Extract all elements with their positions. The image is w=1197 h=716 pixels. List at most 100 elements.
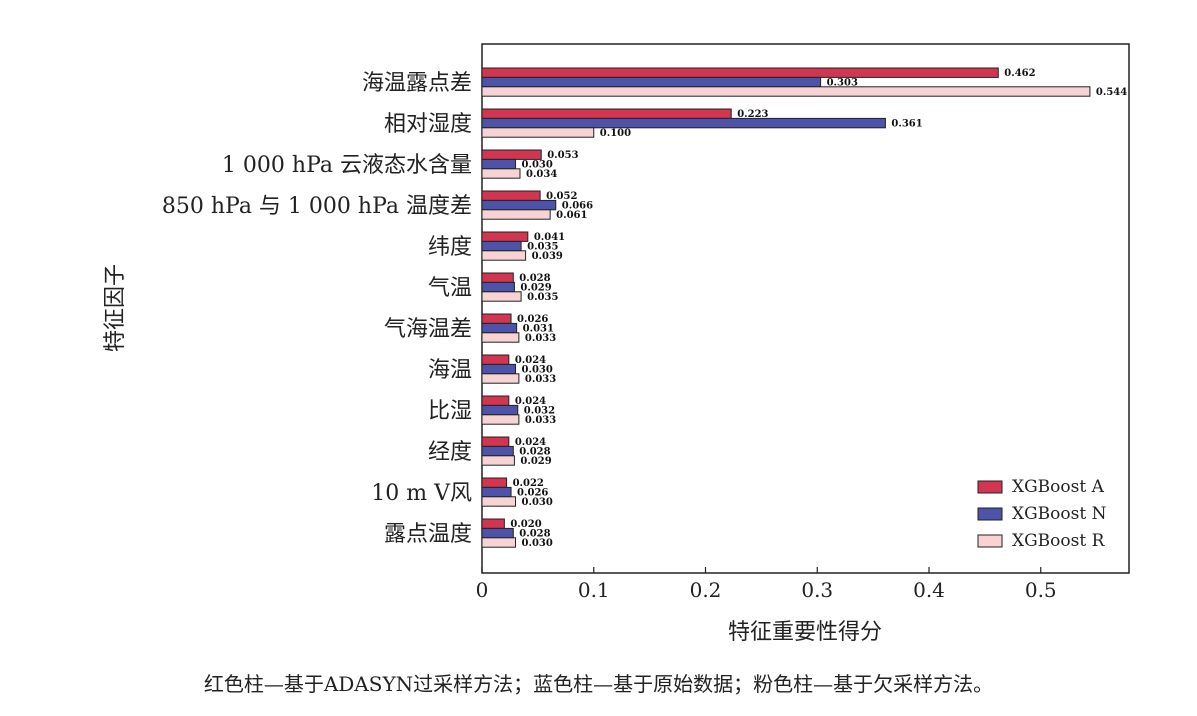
bars-layer bbox=[481, 67, 1091, 548]
legend-label: XGBoost A bbox=[1012, 477, 1105, 497]
figure-caption: 红色柱—基于ADASYN过采样方法；蓝色柱—基于原始数据；粉色柱—基于欠采样方法… bbox=[203, 672, 994, 696]
data-label: 0.033 bbox=[525, 374, 556, 385]
bar-xgboost-n-8 bbox=[481, 404, 519, 416]
bar-xgboost-a-7 bbox=[481, 354, 510, 365]
x-tick-label: 0.2 bbox=[690, 578, 722, 602]
x-tick-label: 0.4 bbox=[913, 578, 945, 602]
data-label: 0.022 bbox=[513, 478, 544, 489]
category-label: 海温露点差 bbox=[362, 71, 472, 96]
x-axis-ticks-layer: 0 0.1 0.2 0.3 0.4 0.5 bbox=[476, 567, 1057, 602]
category-label: 1 000 hPa 云液态水含量 bbox=[222, 153, 472, 178]
category-label: 10 m V风 bbox=[371, 481, 472, 506]
bar-xgboost-r-9 bbox=[481, 455, 515, 466]
category-label: 气温 bbox=[428, 276, 472, 301]
bar-xgboost-a-4 bbox=[481, 231, 529, 242]
bar-xgboost-a-3 bbox=[481, 190, 541, 201]
bar-xgboost-a-0 bbox=[481, 67, 999, 78]
bar-xgboost-a-11 bbox=[481, 518, 505, 529]
category-label: 相对湿度 bbox=[384, 112, 472, 137]
data-label: 0.053 bbox=[547, 150, 578, 161]
data-label: 0.303 bbox=[827, 78, 858, 89]
bar-xgboost-r-2 bbox=[481, 168, 521, 179]
category-label: 850 hPa 与 1 000 hPa 温度差 bbox=[162, 194, 472, 219]
data-label: 0.024 bbox=[515, 437, 546, 448]
bar-xgboost-n-11 bbox=[481, 527, 514, 539]
data-label: 0.030 bbox=[522, 497, 553, 508]
data-label: 0.030 bbox=[522, 365, 553, 376]
bar-xgboost-a-1 bbox=[481, 108, 732, 119]
bar-xgboost-r-5 bbox=[481, 291, 522, 302]
x-tick-label: 0 bbox=[476, 578, 489, 602]
legend-label: XGBoost N bbox=[1012, 504, 1107, 524]
bar-xgboost-r-10 bbox=[481, 496, 517, 507]
plot-frame bbox=[481, 43, 1130, 574]
data-label: 0.061 bbox=[556, 210, 587, 221]
data-label: 0.462 bbox=[1004, 68, 1035, 79]
data-label: 0.028 bbox=[519, 273, 550, 284]
x-tick-label: 0.5 bbox=[1025, 578, 1057, 602]
legend-label: XGBoost R bbox=[1012, 531, 1106, 551]
bar-xgboost-r-8 bbox=[481, 414, 520, 425]
data-label: 0.223 bbox=[737, 109, 768, 120]
data-label: 0.030 bbox=[522, 160, 553, 171]
bar-xgboost-a-9 bbox=[481, 436, 510, 447]
category-label: 比湿 bbox=[428, 399, 472, 424]
bar-xgboost-r-4 bbox=[481, 250, 527, 261]
category-label: 纬度 bbox=[428, 235, 472, 260]
bar-xgboost-n-7 bbox=[481, 363, 517, 375]
bar-xgboost-r-0 bbox=[481, 86, 1091, 97]
legend-swatch bbox=[977, 507, 1003, 521]
data-label: 0.026 bbox=[517, 488, 548, 499]
bar-xgboost-a-10 bbox=[481, 477, 508, 488]
data-label: 0.041 bbox=[534, 232, 565, 243]
data-label: 0.029 bbox=[520, 456, 551, 467]
legend-swatch bbox=[977, 534, 1003, 548]
data-label: 0.039 bbox=[532, 251, 563, 262]
legend-swatch bbox=[977, 480, 1003, 494]
bar-xgboost-r-11 bbox=[481, 537, 517, 548]
data-label: 0.100 bbox=[600, 128, 631, 139]
y-axis-label: 特征因子 bbox=[103, 264, 128, 352]
category-label: 露点温度 bbox=[384, 522, 472, 547]
data-label: 0.035 bbox=[527, 292, 558, 303]
bar-xgboost-r-6 bbox=[481, 332, 520, 343]
data-label: 0.361 bbox=[891, 119, 922, 130]
data-label: 0.034 bbox=[526, 169, 557, 180]
data-label: 0.033 bbox=[525, 333, 556, 344]
bar-xgboost-n-4 bbox=[481, 240, 522, 252]
bar-xgboost-n-10 bbox=[481, 486, 512, 498]
bar-xgboost-n-1 bbox=[481, 117, 886, 129]
data-label: 0.052 bbox=[546, 191, 577, 202]
bar-xgboost-a-8 bbox=[481, 395, 510, 406]
data-label: 0.033 bbox=[525, 415, 556, 426]
data-label: 0.020 bbox=[510, 519, 541, 530]
data-label: 0.035 bbox=[527, 242, 558, 253]
value-labels-layer: 0.4620.3030.5440.2230.3610.1000.0530.030… bbox=[510, 68, 1127, 549]
data-label: 0.024 bbox=[515, 396, 546, 407]
bar-xgboost-r-7 bbox=[481, 373, 520, 384]
bar-xgboost-r-1 bbox=[481, 127, 595, 138]
bar-xgboost-n-3 bbox=[481, 199, 557, 211]
bar-xgboost-a-2 bbox=[481, 149, 542, 160]
x-axis-label: 特征重要性得分 bbox=[728, 620, 882, 645]
category-label: 海温 bbox=[428, 358, 472, 383]
data-label: 0.066 bbox=[562, 201, 593, 212]
bar-xgboost-r-3 bbox=[481, 209, 551, 220]
bar-xgboost-a-6 bbox=[481, 313, 512, 324]
x-tick-label: 0.3 bbox=[801, 578, 833, 602]
legend: XGBoost A XGBoost N XGBoost R bbox=[977, 477, 1107, 551]
data-label: 0.028 bbox=[519, 529, 550, 540]
data-label: 0.029 bbox=[520, 283, 551, 294]
bar-xgboost-n-9 bbox=[481, 445, 514, 457]
data-label: 0.026 bbox=[517, 314, 548, 325]
data-label: 0.032 bbox=[524, 406, 555, 417]
bar-xgboost-a-5 bbox=[481, 272, 514, 283]
x-tick-label: 0.1 bbox=[578, 578, 610, 602]
bar-xgboost-n-5 bbox=[481, 281, 515, 293]
data-label: 0.030 bbox=[522, 538, 553, 549]
bar-xgboost-n-6 bbox=[481, 322, 518, 334]
bar-xgboost-n-0 bbox=[481, 76, 822, 88]
data-label: 0.031 bbox=[523, 324, 554, 335]
